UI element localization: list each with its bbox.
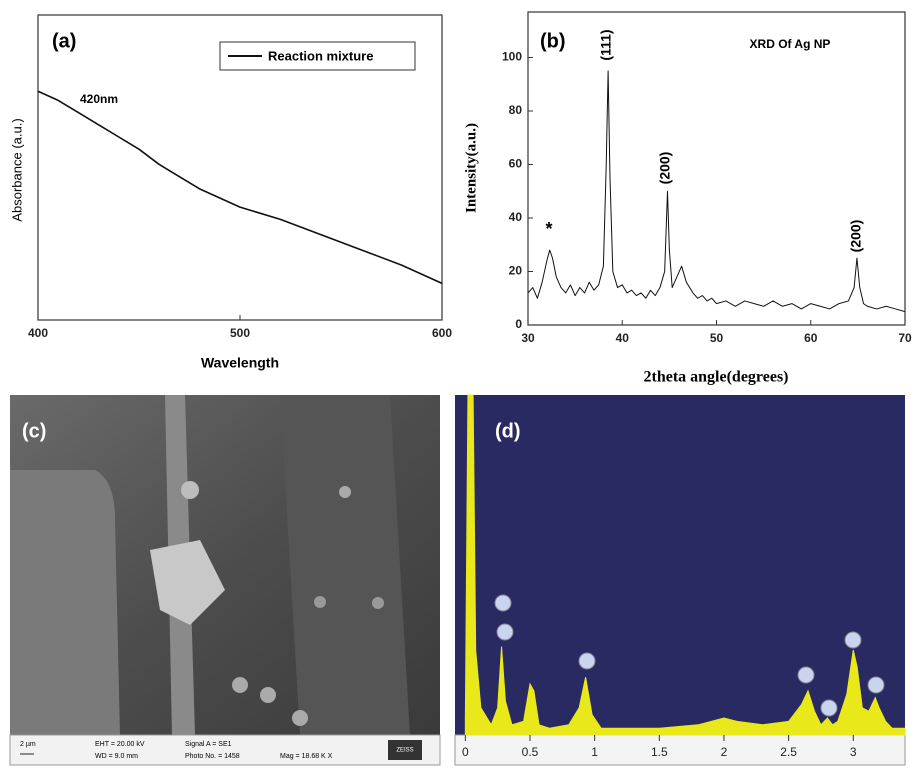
x-tick-label: 400 (28, 326, 48, 340)
scale-bar: 2 µm (20, 741, 36, 748)
y-tick-label: 20 (509, 264, 523, 278)
sem-info: Mag = 18.68 K X (280, 753, 333, 760)
sem-info: Photo No. = 1458 (185, 753, 240, 760)
sem-info: EHT = 20.00 kV (95, 741, 145, 748)
data-line (527, 70, 906, 313)
sem-info: Signal A = SE1 (185, 741, 232, 748)
x-tick-label: 0 (462, 745, 469, 759)
y-tick-label: 60 (509, 157, 523, 171)
x-tick-label: 40 (616, 331, 630, 345)
annotation: (200) (657, 152, 673, 185)
panel-label: (c) (22, 420, 46, 442)
y-tick-label: 0 (515, 317, 522, 331)
x-tick-label: 600 (432, 326, 452, 340)
sem-info: WD = 9.0 mm (95, 753, 138, 760)
x-axis-label: Wavelength (201, 355, 279, 371)
y-tick-label: 100 (502, 50, 522, 64)
y-tick-label: 80 (509, 103, 523, 117)
x-tick-label: 50 (710, 331, 724, 345)
spectrum-area (464, 394, 906, 736)
x-tick-label: 70 (898, 331, 912, 345)
x-tick-label: 1 (591, 745, 598, 759)
panel-label: (b) (540, 30, 566, 52)
sem-image (9, 395, 441, 766)
x-tick-label: 30 (521, 331, 535, 345)
x-tick-label: 3 (850, 745, 857, 759)
brand-box (388, 740, 422, 760)
y-axis-label: Intensity(a.u.) (463, 123, 479, 213)
annotation: (111) (598, 29, 614, 60)
panel-label: (a) (52, 30, 76, 52)
plot-frame (527, 11, 906, 326)
x-tick-label: 500 (230, 326, 250, 340)
annotation: (200) (848, 220, 864, 253)
annotation: 420nm (80, 92, 118, 106)
x-axis-label: 2theta angle(degrees) (644, 369, 789, 386)
x-tick-label: 1.5 (651, 745, 668, 759)
annotation: * (545, 219, 552, 239)
y-tick-label: 40 (509, 210, 523, 224)
data-line (37, 90, 443, 285)
y-axis-label: Absorbance (a.u.) (9, 118, 24, 221)
peak-markers (494, 594, 885, 717)
brand: ZEISS (396, 748, 413, 754)
chart-title: XRD Of Ag NP (750, 37, 831, 51)
x-tick-label: 0.5 (522, 745, 539, 759)
x-tick-label: 2.5 (780, 745, 797, 759)
panel-label: (d) (495, 420, 521, 442)
plot-background (455, 395, 905, 735)
legend-label: Reaction mixture (268, 48, 373, 63)
x-tick-label: 2 (721, 745, 728, 759)
x-tick-label: 60 (804, 331, 818, 345)
